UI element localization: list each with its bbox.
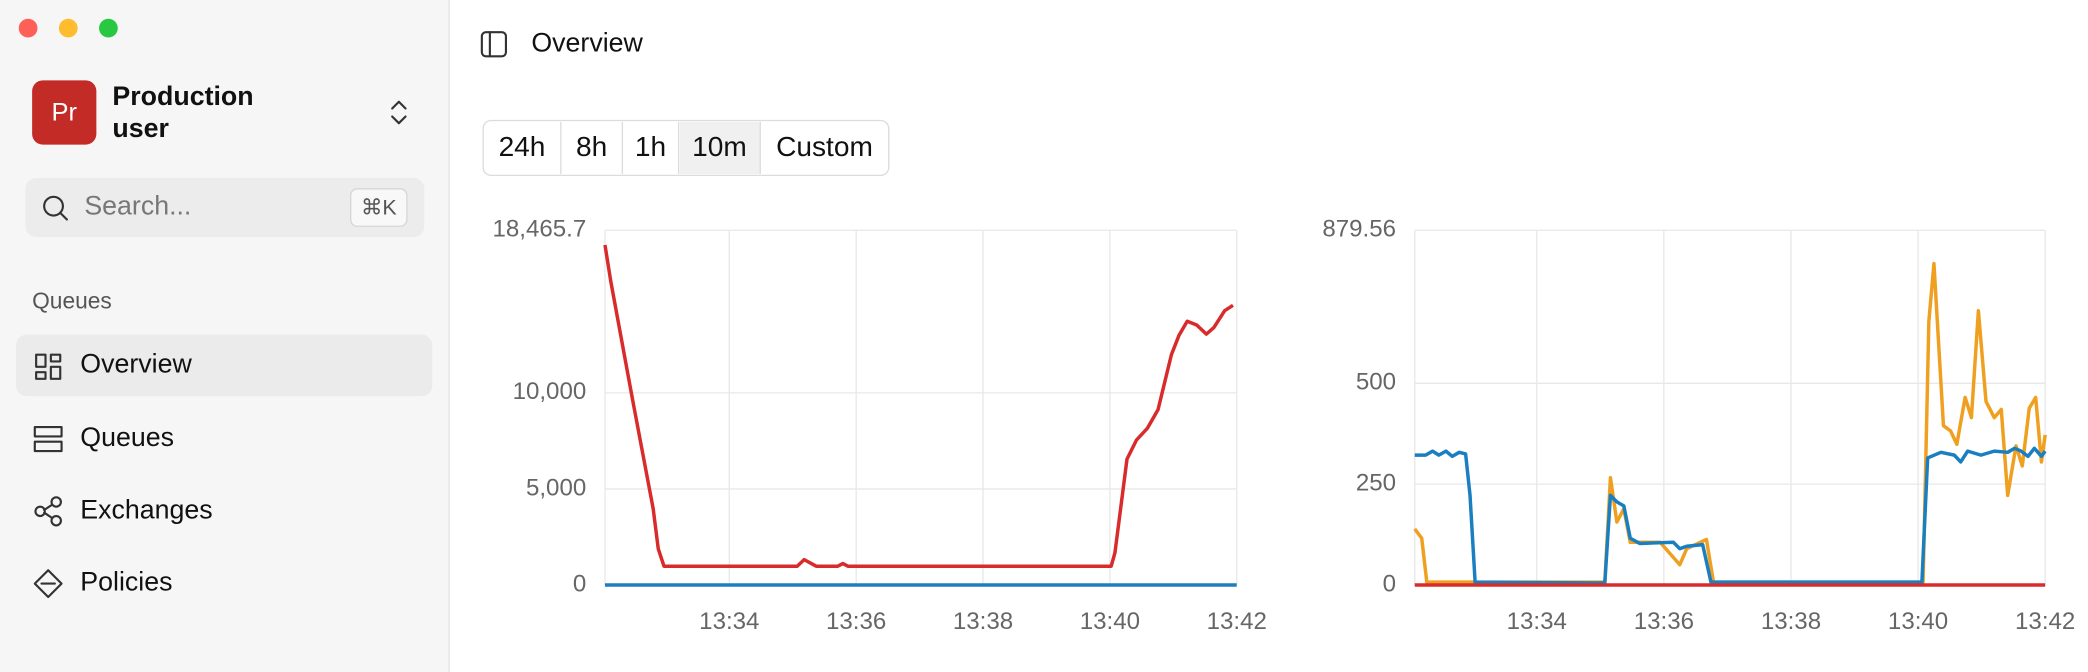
- series-line: [1413, 261, 2047, 584]
- nav-item[interactable]: Overview: [80, 349, 192, 379]
- x-tick-label: 13:36: [826, 608, 886, 635]
- nav-item[interactable]: Policies: [80, 567, 172, 597]
- search-field: [25, 178, 425, 237]
- time-range-option[interactable]: Custom: [776, 131, 873, 162]
- y-tick-label: 250: [1356, 469, 1396, 496]
- x-tick-label: 13:40: [1080, 608, 1140, 635]
- search-icon-handle: [59, 211, 68, 221]
- time-range-option[interactable]: 1h: [635, 131, 666, 162]
- x-tick-label: 13:38: [1761, 608, 1821, 635]
- series-line: [603, 244, 1234, 568]
- x-tick-label: 13:34: [699, 608, 759, 635]
- y-tick-label: 879.56: [1322, 216, 1396, 243]
- avatar-text: Pr: [52, 99, 78, 127]
- chevron-icon: [391, 100, 407, 125]
- exchanges-icon: [34, 496, 62, 527]
- nav-item[interactable]: Exchanges: [80, 494, 212, 524]
- x-tick-label: 13:34: [1507, 608, 1567, 635]
- account-switcher[interactable]: Pr Production user: [32, 80, 407, 145]
- sidebar-toggle[interactable]: [480, 31, 508, 58]
- overview-icon: [35, 353, 62, 380]
- search-icon: [43, 195, 64, 217]
- search-box[interactable]: Search... ⌘K: [25, 178, 425, 237]
- account-role: user: [112, 113, 169, 143]
- x-tick-label: 13:42: [2015, 608, 2075, 635]
- minimize-button[interactable]: [58, 18, 78, 38]
- search-placeholder: Search...: [84, 191, 191, 221]
- account-name: Production: [112, 81, 253, 111]
- time-range-option[interactable]: 24h: [499, 131, 546, 162]
- x-tick-label: 13:36: [1634, 608, 1694, 635]
- y-tick-label: 18,465.7: [493, 216, 587, 243]
- shortcut-key: [350, 188, 408, 227]
- x-tick-label: 13:38: [953, 608, 1013, 635]
- nav-selection: [16, 334, 433, 397]
- series-line: [1414, 446, 2047, 585]
- queues-icon: [33, 425, 63, 453]
- time-range-option[interactable]: 8h: [576, 131, 607, 162]
- nav: Overview Queues Exchanges Policies: [16, 334, 433, 599]
- close-button[interactable]: [18, 18, 38, 38]
- y-tick-label: 0: [1383, 570, 1396, 597]
- nav-item[interactable]: Queues: [80, 422, 174, 452]
- section-label: Queues: [32, 288, 112, 314]
- x-tick-label: 13:40: [1888, 608, 1948, 635]
- y-tick-label: 5,000: [526, 474, 586, 501]
- x-tick-label: 13:42: [1207, 608, 1267, 635]
- zoom-button[interactable]: [99, 18, 118, 38]
- time-range-option[interactable]: 10m: [692, 131, 747, 162]
- y-tick-label: 0: [573, 570, 586, 597]
- segment-selected: [679, 121, 761, 175]
- policies-icon: [33, 569, 63, 599]
- avatar: [32, 80, 97, 145]
- time-range-selector: 24h 8h 1h 10m Custom: [482, 119, 890, 177]
- page-title: Overview: [531, 27, 643, 57]
- shortcut-text: ⌘K: [361, 196, 397, 220]
- y-tick-label: 500: [1356, 369, 1396, 396]
- y-tick-label: 10,000: [513, 378, 587, 405]
